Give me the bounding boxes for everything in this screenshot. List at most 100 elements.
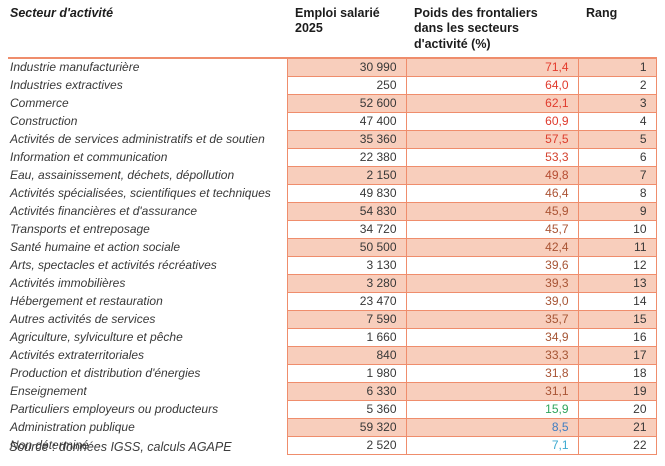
table-row: Activités extraterritoriales 840 33,3 17 bbox=[8, 345, 657, 365]
table-row: Industries extractives 250 64,0 2 bbox=[8, 75, 657, 95]
sectors-table: Secteur d'activité Emploi salarié 2025 P… bbox=[8, 3, 657, 455]
rank-cell: 7 bbox=[577, 165, 657, 185]
table-row: Commerce 52 600 62,1 3 bbox=[8, 93, 657, 113]
sector-cell: Activités immobilières bbox=[8, 274, 287, 293]
sector-cell: Administration publique bbox=[8, 418, 287, 437]
employment-cell: 2 150 bbox=[286, 165, 407, 185]
employment-cell: 47 400 bbox=[286, 111, 407, 131]
sector-cell: Hébergement et restauration bbox=[8, 292, 287, 311]
weight-cell: 45,9 bbox=[405, 201, 579, 221]
sector-cell: Activités spécialisées, scientifiques et… bbox=[8, 184, 287, 203]
sector-cell: Information et communication bbox=[8, 148, 287, 167]
table-row: Santé humaine et action sociale 50 500 42,… bbox=[8, 237, 657, 257]
weight-cell: 39,0 bbox=[405, 291, 579, 311]
weight-cell: 60,9 bbox=[405, 111, 579, 131]
employment-cell: 35 360 bbox=[286, 129, 407, 149]
rank-cell: 21 bbox=[577, 417, 657, 437]
table-row: Autres activités de services 7 590 35,7 15 bbox=[8, 309, 657, 329]
sector-cell: Eau, assainissement, déchets, dépollutio… bbox=[8, 166, 287, 185]
employment-cell: 22 380 bbox=[286, 147, 407, 167]
table-row: Industrie manufacturière 30 990 71,4 1 bbox=[8, 57, 657, 77]
weight-cell: 57,5 bbox=[405, 129, 579, 149]
table-row: Information et communication 22 380 53,3 6 bbox=[8, 147, 657, 167]
table-row: Activités immobilières 3 280 39,3 13 bbox=[8, 273, 657, 293]
sector-cell: Enseignement bbox=[8, 382, 287, 401]
rank-cell: 9 bbox=[577, 201, 657, 221]
sector-cell: Activités de services administratifs et … bbox=[8, 130, 287, 149]
employment-cell: 1 660 bbox=[286, 327, 407, 347]
sector-cell: Activités extraterritoriales bbox=[8, 346, 287, 365]
table-row: Non déterminé 2 520 7,1 22 bbox=[8, 435, 657, 455]
table-row: Production et distribution d'énergies 1 9… bbox=[8, 363, 657, 383]
weight-cell: 31,8 bbox=[405, 363, 579, 383]
table-row: Activités financières et d'assurance 54 8… bbox=[8, 201, 657, 221]
table-header: Secteur d'activité Emploi salarié 2025 P… bbox=[8, 3, 656, 59]
rank-cell: 14 bbox=[577, 291, 657, 311]
rank-cell: 2 bbox=[577, 75, 657, 95]
employment-cell: 34 720 bbox=[286, 219, 407, 239]
table-row: Activités de services administratifs et … bbox=[8, 129, 657, 149]
employment-cell: 52 600 bbox=[286, 93, 407, 113]
employment-cell: 3 280 bbox=[286, 273, 407, 293]
header-row: Secteur d'activité Emploi salarié 2025 P… bbox=[8, 3, 656, 59]
employment-cell: 7 590 bbox=[286, 309, 407, 329]
sector-cell: Transports et entreposage bbox=[8, 220, 287, 239]
table-row: Transports et entreposage 34 720 45,7 10 bbox=[8, 219, 657, 239]
sector-cell: Particuliers employeurs ou producteurs bbox=[8, 400, 287, 419]
sector-cell: Industries extractives bbox=[8, 76, 287, 95]
header-employment: Emploi salarié 2025 bbox=[287, 3, 406, 59]
header-weight: Poids des frontaliers dans les secteurs … bbox=[406, 3, 578, 59]
rank-cell: 15 bbox=[577, 309, 657, 329]
table-row: Arts, spectacles et activités récréative… bbox=[8, 255, 657, 275]
table-row: Agriculture, sylviculture et pêche 1 660 3… bbox=[8, 327, 657, 347]
rank-cell: 12 bbox=[577, 255, 657, 275]
employment-cell: 840 bbox=[286, 345, 407, 365]
rank-cell: 13 bbox=[577, 273, 657, 293]
employment-cell: 30 990 bbox=[286, 57, 407, 77]
table-row: Hébergement et restauration 23 470 39,0 14 bbox=[8, 291, 657, 311]
sector-cell: Arts, spectacles et activités récréative… bbox=[8, 256, 287, 275]
rank-cell: 1 bbox=[577, 57, 657, 77]
rank-cell: 20 bbox=[577, 399, 657, 419]
sector-cell: Commerce bbox=[8, 94, 287, 113]
weight-cell: 62,1 bbox=[405, 93, 579, 113]
sector-cell: Agriculture, sylviculture et pêche bbox=[8, 328, 287, 347]
weight-cell: 71,4 bbox=[405, 57, 579, 77]
weight-cell: 31,1 bbox=[405, 381, 579, 401]
rank-cell: 6 bbox=[577, 147, 657, 167]
sector-cell: Industrie manufacturière bbox=[8, 57, 287, 77]
table-row: Construction 47 400 60,9 4 bbox=[8, 111, 657, 131]
source-note: Source : données IGSS, calculs AGAPE bbox=[9, 440, 232, 454]
sector-cell: Construction bbox=[8, 112, 287, 131]
weight-cell: 46,4 bbox=[405, 183, 579, 203]
rank-cell: 17 bbox=[577, 345, 657, 365]
rank-cell: 4 bbox=[577, 111, 657, 131]
rank-cell: 19 bbox=[577, 381, 657, 401]
weight-cell: 45,7 bbox=[405, 219, 579, 239]
weight-cell: 34,9 bbox=[405, 327, 579, 347]
weight-cell: 64,0 bbox=[405, 75, 579, 95]
weight-cell: 8,5 bbox=[405, 417, 579, 437]
sector-cell: Non déterminé bbox=[8, 436, 287, 455]
employment-cell: 250 bbox=[286, 75, 407, 95]
rank-cell: 8 bbox=[577, 183, 657, 203]
rank-cell: 10 bbox=[577, 219, 657, 239]
employment-cell: 1 980 bbox=[286, 363, 407, 383]
employment-cell: 59 320 bbox=[286, 417, 407, 437]
rank-cell: 5 bbox=[577, 129, 657, 149]
sector-cell: Santé humaine et action sociale bbox=[8, 238, 287, 257]
employment-cell: 6 330 bbox=[286, 381, 407, 401]
employment-cell: 2 520 bbox=[286, 435, 407, 455]
header-sector: Secteur d'activité bbox=[8, 3, 287, 59]
table-row: Activités spécialisées, scientifiques et… bbox=[8, 183, 657, 203]
table-body: Industrie manufacturière 30 990 71,4 1 Indus… bbox=[8, 57, 657, 455]
employment-cell: 3 130 bbox=[286, 255, 407, 275]
weight-cell: 42,4 bbox=[405, 237, 579, 257]
weight-cell: 33,3 bbox=[405, 345, 579, 365]
sector-cell: Activités financières et d'assurance bbox=[8, 202, 287, 221]
table-row: Eau, assainissement, déchets, dépollutio… bbox=[8, 165, 657, 185]
employment-cell: 23 470 bbox=[286, 291, 407, 311]
table-row: Administration publique 59 320 8,5 21 bbox=[8, 417, 657, 437]
weight-cell: 15,9 bbox=[405, 399, 579, 419]
weight-cell: 7,1 bbox=[405, 435, 579, 455]
